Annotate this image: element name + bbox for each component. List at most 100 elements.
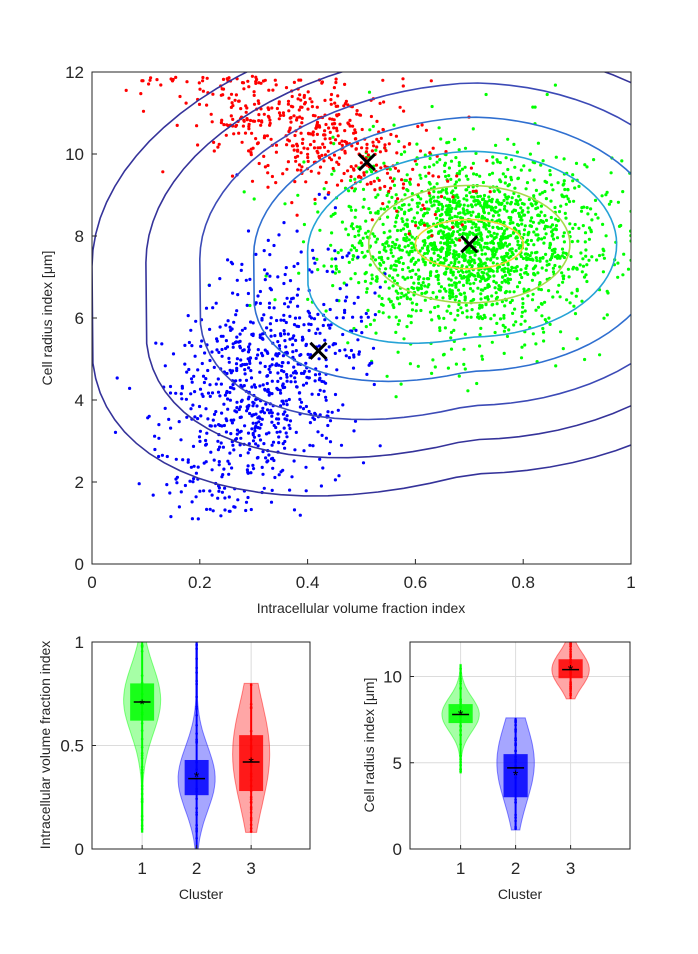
scatter-point: [420, 291, 424, 296]
violin-point: [195, 830, 198, 833]
scatter-point: [431, 174, 435, 178]
scatter-point: [299, 168, 303, 172]
scatter-point: [455, 172, 459, 176]
scatter-point: [324, 398, 328, 402]
scatter-point: [277, 111, 282, 115]
scatter-point: [447, 203, 451, 207]
scatter-point: [453, 257, 457, 261]
scatter-point: [248, 303, 252, 308]
scatter-point: [349, 175, 353, 179]
scatter-point: [488, 173, 492, 177]
scatter-point: [349, 277, 353, 281]
scatter-point: [282, 402, 286, 406]
scatter-point: [151, 493, 155, 497]
scatter-point: [284, 266, 288, 270]
scatter-point: [260, 336, 264, 340]
scatter-point: [258, 370, 262, 374]
scatter-point: [185, 415, 189, 419]
scatter-point: [394, 199, 398, 203]
scatter-point: [245, 468, 249, 472]
scatter-point: [263, 268, 267, 272]
scatter-point: [388, 167, 392, 171]
scatter-point: [317, 392, 321, 397]
scatter-point: [341, 332, 345, 337]
scatter-point: [263, 278, 267, 282]
scatter-point: [367, 207, 371, 211]
scatter-point: [564, 216, 568, 220]
scatter-point: [540, 237, 544, 241]
scatter-point: [457, 253, 461, 257]
scatter-point: [293, 133, 297, 138]
scatter-point: [444, 150, 448, 154]
scatter-point: [237, 99, 241, 103]
scatter-point: [433, 365, 437, 369]
scatter-point: [258, 333, 262, 337]
scatter-point: [286, 361, 290, 365]
scatter-point: [541, 159, 545, 163]
scatter-point: [484, 303, 488, 307]
scatter-point: [495, 247, 499, 251]
scatter-point: [223, 393, 227, 397]
scatter-point: [533, 251, 538, 255]
scatter-point: [231, 104, 235, 108]
scatter-point: [214, 382, 218, 386]
scatter-point: [216, 390, 221, 394]
scatter-point: [571, 173, 575, 177]
violin-point: [514, 813, 517, 817]
scatter-point: [544, 268, 548, 272]
scatter-point: [260, 119, 264, 123]
scatter-point: [420, 246, 424, 250]
scatter-point: [378, 186, 382, 190]
scatter-point: [264, 432, 269, 436]
scatter-point: [430, 234, 434, 238]
scatter-point: [531, 220, 536, 224]
scatter-point: [365, 372, 369, 376]
scatter-point: [313, 202, 317, 206]
scatter-point: [483, 252, 487, 256]
scatter-point: [426, 248, 430, 252]
scatter-point: [234, 362, 239, 366]
scatter-point: [309, 353, 313, 357]
scatter-point: [329, 92, 334, 97]
scatter-point: [479, 292, 483, 296]
scatter-point: [572, 199, 576, 203]
scatter-point: [208, 358, 212, 363]
scatter-point: [290, 94, 294, 99]
scatter-point: [551, 270, 556, 274]
violin-point: [569, 652, 572, 656]
violin-point: [249, 818, 253, 822]
scatter-point: [228, 390, 232, 395]
scatter-point: [232, 132, 236, 136]
scatter-point: [491, 261, 495, 265]
scatter-point: [621, 190, 625, 194]
scatter-point: [454, 186, 458, 190]
scatter-point: [495, 302, 499, 306]
scatter-point: [346, 103, 350, 107]
scatter-point: [509, 158, 514, 162]
scatter-point: [512, 142, 516, 146]
scatter-point: [408, 180, 412, 184]
scatter-point: [565, 298, 569, 302]
scatter-point: [491, 248, 495, 252]
scatter-point: [471, 161, 475, 165]
scatter-point: [292, 459, 296, 463]
scatter-point: [336, 134, 340, 138]
scatter-point: [328, 440, 333, 444]
scatter-point: [220, 490, 224, 494]
scatter-point: [165, 483, 169, 487]
scatter-point: [163, 364, 167, 368]
scatter-point: [479, 260, 483, 264]
scatter-point: [389, 264, 393, 268]
scatter-point: [333, 478, 337, 482]
scatter-point: [498, 288, 503, 292]
scatter-point: [254, 421, 258, 425]
scatter-point: [469, 259, 473, 263]
scatter-point: [258, 301, 262, 305]
scatter-point: [457, 178, 461, 182]
scatter-point: [154, 341, 158, 345]
violin-point: [249, 830, 253, 833]
scatter-point: [250, 414, 254, 418]
scatter-point: [485, 200, 489, 204]
scatter-point: [402, 337, 406, 341]
